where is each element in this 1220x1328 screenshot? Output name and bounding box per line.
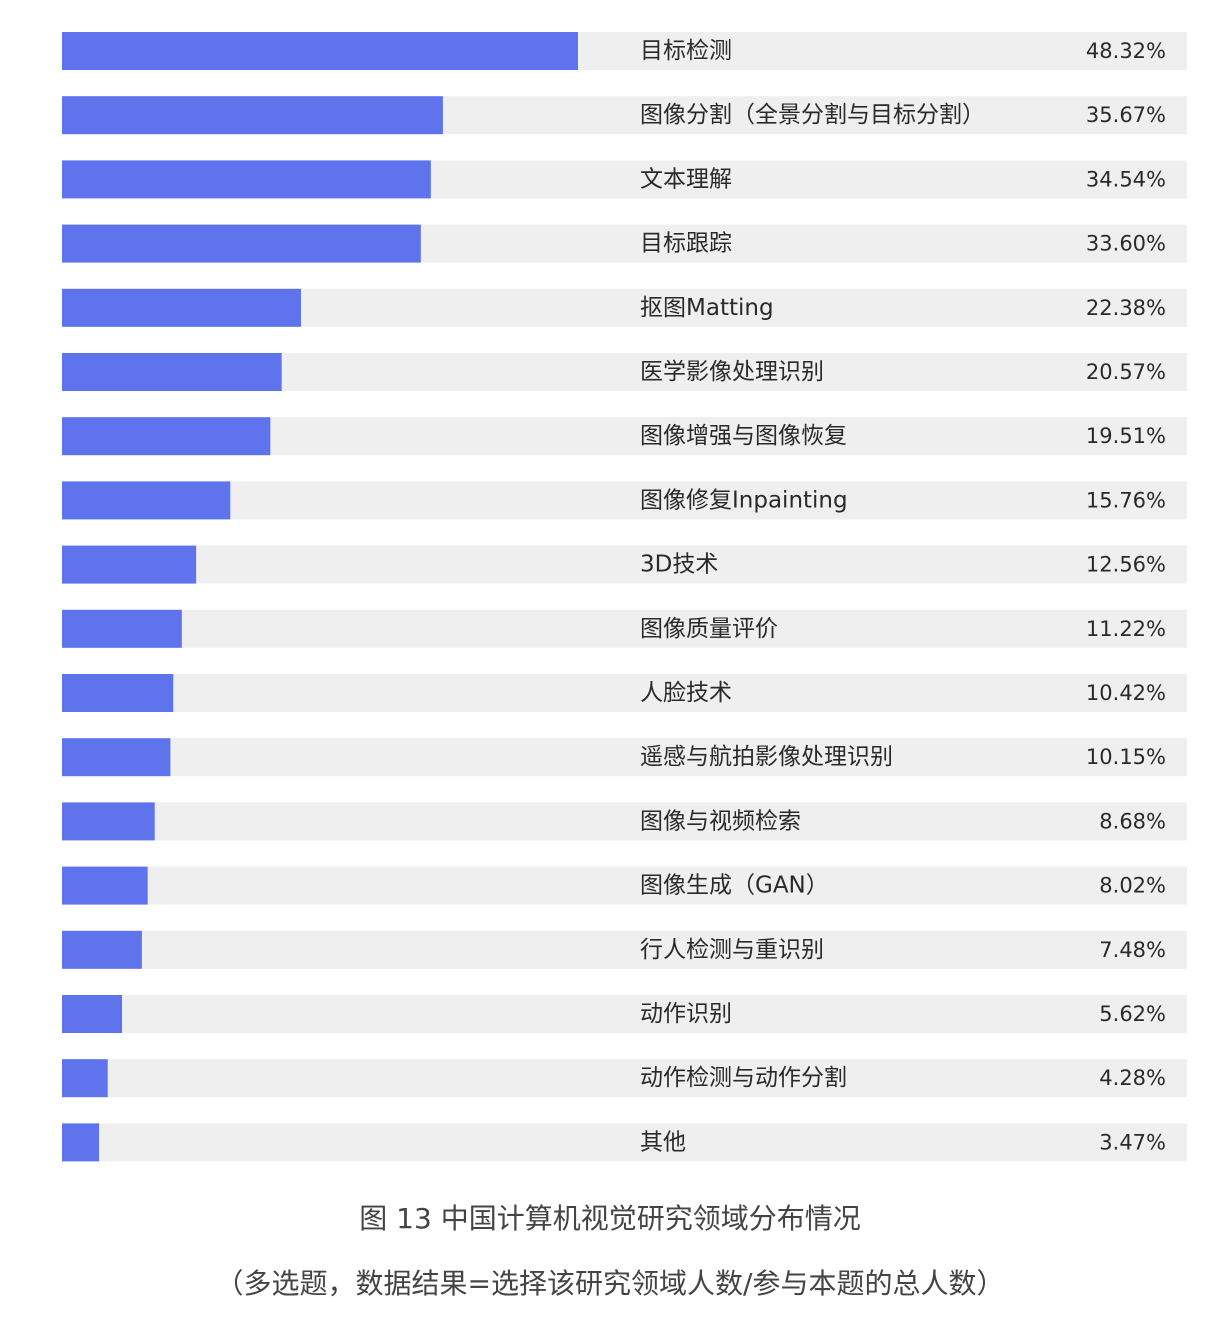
bar [62, 930, 142, 969]
bar-row: 图像生成（GAN） 8.02% [62, 866, 1187, 905]
category-label: 图像与视频检索 [640, 808, 801, 834]
bar [62, 545, 197, 584]
bar-row: 图像质量评价 11.22% [62, 609, 1187, 648]
bar-track [62, 545, 1187, 584]
bar [62, 866, 148, 905]
bar-track [62, 609, 1187, 648]
value-label: 35.67% [1086, 103, 1166, 127]
value-label: 20.57% [1086, 360, 1166, 384]
category-label: 图像修复Inpainting [640, 487, 848, 513]
value-label: 22.38% [1086, 296, 1166, 320]
bar-row: 动作识别 5.62% [62, 995, 1187, 1033]
bar-row: 动作检测与动作分割 4.28% [62, 1059, 1187, 1098]
category-label: 目标检测 [640, 38, 732, 64]
value-label: 33.60% [1086, 232, 1166, 256]
category-label: 动作识别 [640, 1001, 732, 1027]
bar [62, 1059, 108, 1098]
category-label: 图像生成（GAN） [640, 873, 829, 899]
bar-row: 3D技术 12.56% [62, 545, 1187, 584]
bar-row: 图像分割（全景分割与目标分割） 35.67% [62, 96, 1187, 135]
bar-row: 遥感与航拍影像处理识别 10.15% [62, 738, 1187, 777]
bar-row: 图像与视频检索 8.68% [62, 802, 1187, 841]
bar-row: 抠图Matting 22.38% [62, 288, 1187, 327]
category-label: 目标跟踪 [640, 231, 732, 257]
bar-track [62, 1059, 1187, 1098]
bar [62, 674, 174, 712]
bar [62, 288, 301, 327]
category-label: 图像增强与图像恢复 [640, 423, 847, 449]
category-label: 图像分割（全景分割与目标分割） [640, 102, 985, 128]
category-label: 医学影像处理识别 [640, 359, 824, 385]
category-label: 行人检测与重识别 [640, 937, 824, 963]
bar [62, 802, 155, 841]
value-label: 11.22% [1086, 617, 1166, 641]
bar [62, 995, 123, 1033]
value-label: 5.62% [1099, 1002, 1166, 1026]
value-label: 8.68% [1099, 809, 1166, 833]
bar-track [62, 738, 1187, 777]
bar-row: 文本理解 34.54% [62, 160, 1187, 199]
bar-track [62, 481, 1187, 520]
bar-row: 其他 3.47% [62, 1123, 1187, 1162]
bar [62, 96, 443, 135]
bar-track [62, 995, 1187, 1033]
bar [62, 1123, 100, 1162]
value-label: 15.76% [1086, 488, 1166, 512]
bar-track [62, 1123, 1187, 1162]
bar [62, 738, 171, 777]
category-label: 遥感与航拍影像处理识别 [640, 744, 893, 770]
bar-row: 行人检测与重识别 7.48% [62, 930, 1187, 969]
bar-row: 图像增强与图像恢复 19.51% [62, 417, 1187, 456]
bar-row: 医学影像处理识别 20.57% [62, 353, 1187, 391]
bar-track [62, 674, 1187, 712]
value-label: 19.51% [1086, 424, 1166, 448]
value-label: 4.28% [1099, 1066, 1166, 1090]
category-label: 人脸技术 [640, 680, 732, 706]
bar [62, 417, 271, 456]
bar [62, 160, 431, 199]
bar [62, 224, 421, 263]
value-label: 10.15% [1086, 745, 1166, 769]
value-label: 48.32% [1086, 39, 1166, 63]
bar-chart: 目标检测 48.32% 图像分割（全景分割与目标分割） 35.67% 文本理解 34.54… [62, 32, 1187, 1162]
bar [62, 481, 231, 520]
bar-row: 目标检测 48.32% [62, 32, 1187, 70]
bar-track [62, 930, 1187, 969]
value-label: 12.56% [1086, 553, 1166, 577]
category-label: 动作检测与动作分割 [640, 1065, 847, 1091]
value-label: 3.47% [1099, 1130, 1166, 1154]
value-label: 10.42% [1086, 681, 1166, 705]
category-label: 其他 [640, 1129, 686, 1155]
category-label: 3D技术 [640, 552, 718, 578]
value-label: 34.54% [1086, 167, 1166, 191]
bar-row: 图像修复Inpainting 15.76% [62, 481, 1187, 520]
bar-row: 人脸技术 10.42% [62, 674, 1187, 712]
bar [62, 353, 282, 391]
category-label: 图像质量评价 [640, 616, 778, 642]
category-label: 抠图Matting [640, 295, 774, 321]
figure-caption: 图 13 中国计算机视觉研究领域分布情况 [359, 1202, 861, 1235]
category-label: 文本理解 [640, 166, 732, 192]
figure-note: （多选题，数据结果=选择该研究领域人数/参与本题的总人数） [215, 1267, 1005, 1300]
value-label: 8.02% [1099, 874, 1166, 898]
bar-track [62, 802, 1187, 841]
value-label: 7.48% [1099, 938, 1166, 962]
bar-track [62, 866, 1187, 905]
bar [62, 32, 578, 70]
bar [62, 609, 182, 648]
bar-row: 目标跟踪 33.60% [62, 224, 1187, 263]
